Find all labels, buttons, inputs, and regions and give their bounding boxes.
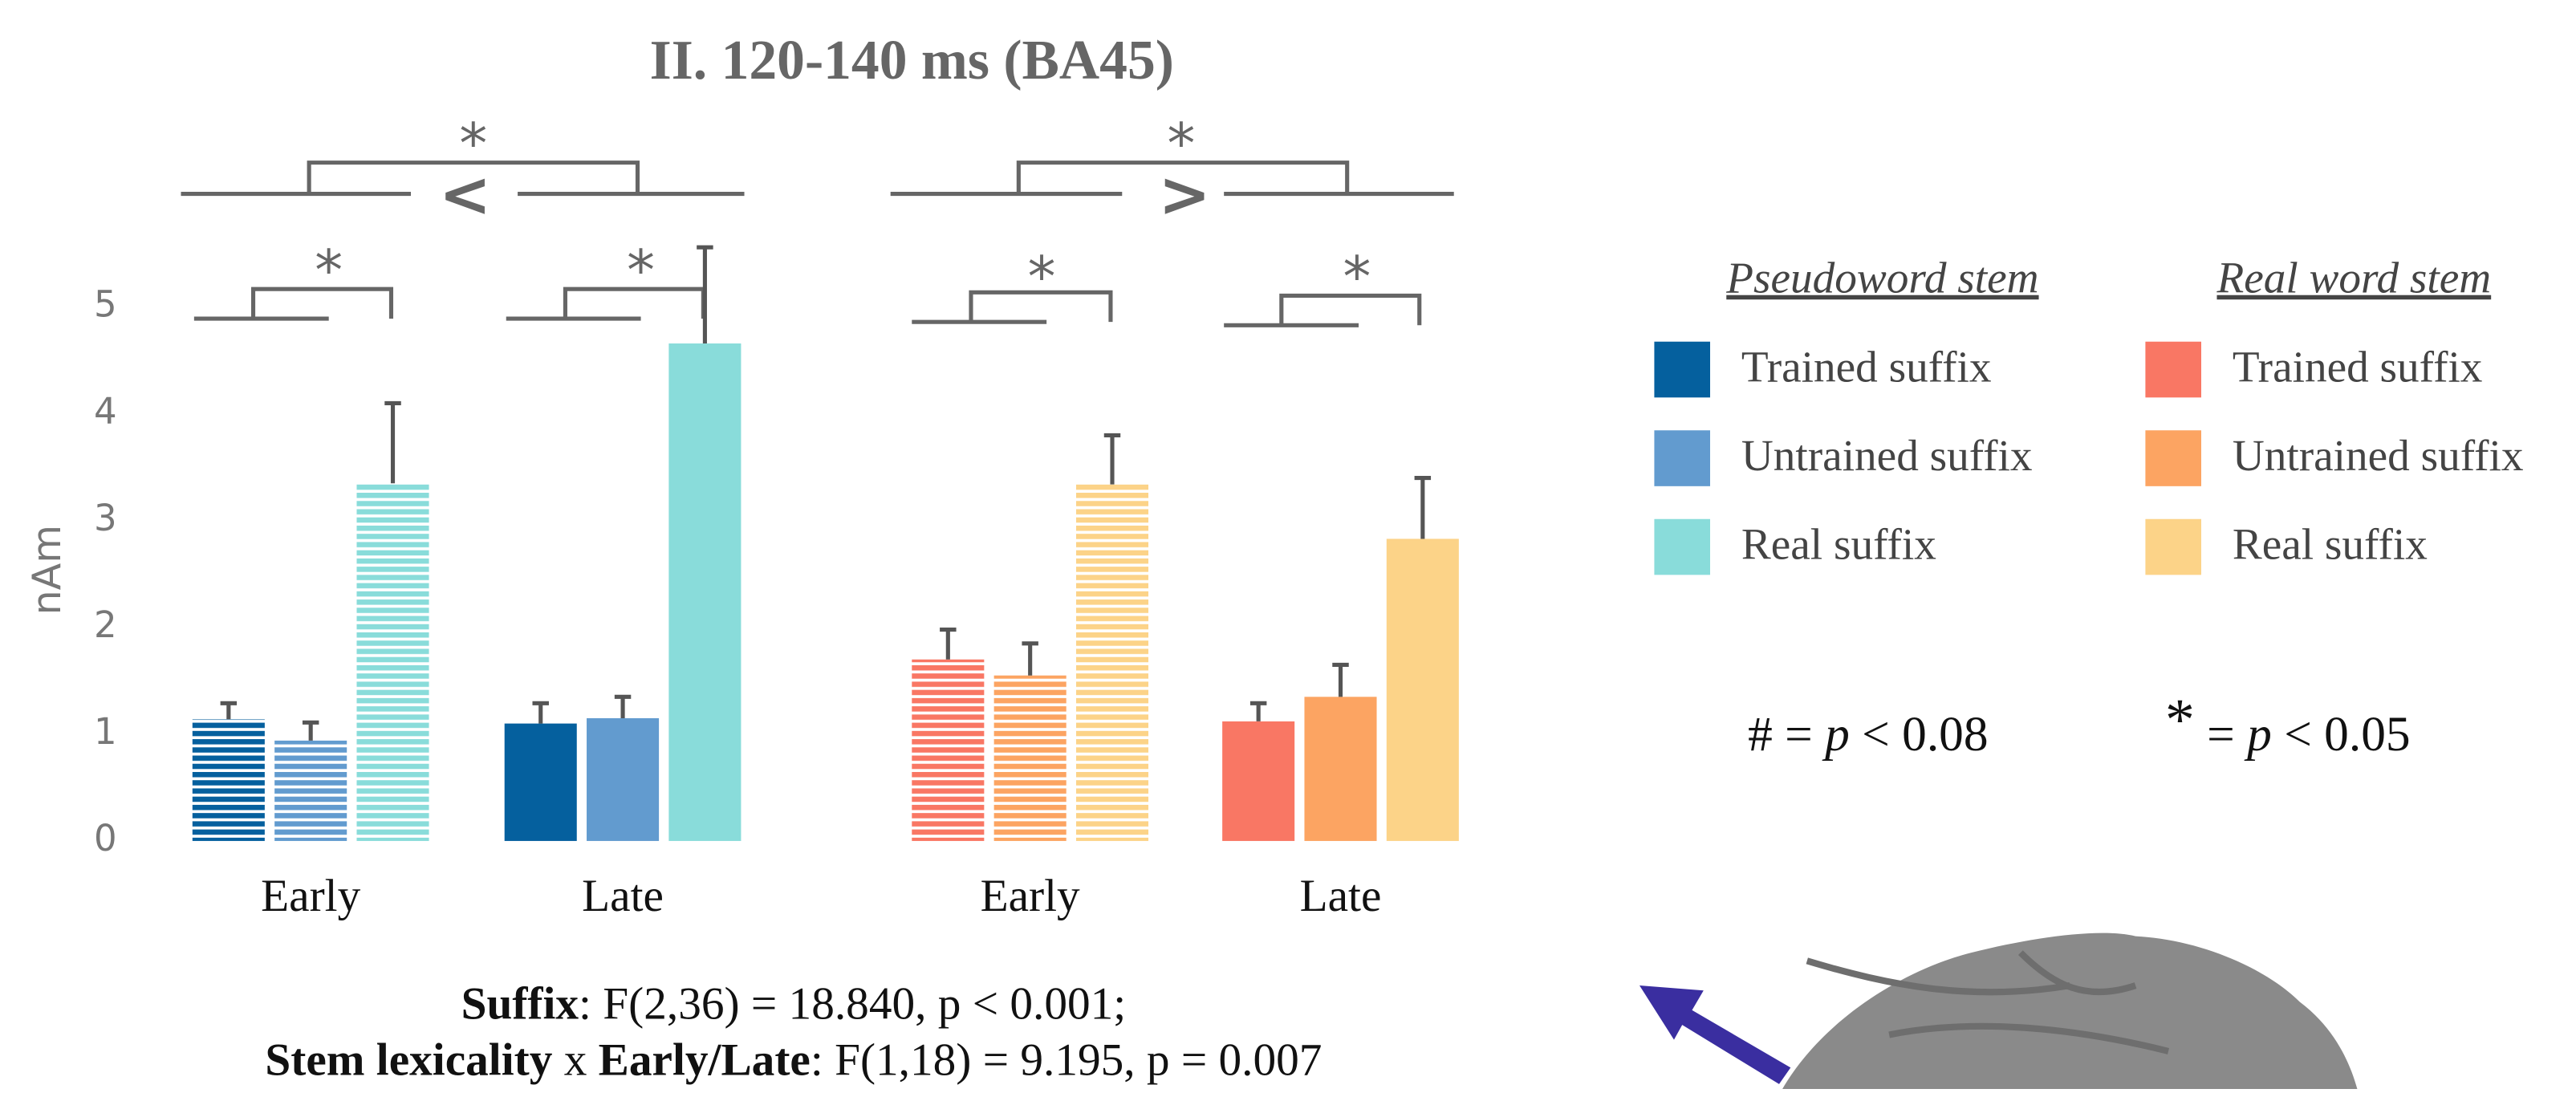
bar bbox=[192, 719, 265, 841]
bar bbox=[274, 740, 347, 841]
note: # = p < 0.08 bbox=[1748, 707, 1988, 762]
note-part: = bbox=[1773, 707, 1825, 762]
legend-swatch bbox=[2145, 430, 2201, 486]
legend-label: Trained suffix bbox=[2233, 342, 2483, 391]
error-bar bbox=[302, 720, 319, 741]
brain-sulcus bbox=[1806, 950, 2170, 1054]
bracket bbox=[890, 160, 1454, 197]
bar bbox=[1304, 697, 1377, 841]
note: * = p < 0.05 bbox=[2165, 687, 2411, 762]
stats-part: x bbox=[552, 1034, 598, 1085]
legend-group-title: Real word stem bbox=[2216, 254, 2491, 303]
legend-swatch bbox=[1654, 430, 1711, 486]
legend-label: Untrained suffix bbox=[1741, 431, 2033, 480]
significance-star: * bbox=[627, 238, 655, 303]
bar bbox=[587, 717, 660, 841]
stats-part: : F(1,18) = 9.195, p = 0.007 bbox=[811, 1034, 1323, 1085]
note-part: p bbox=[1822, 707, 1850, 762]
significance-star: * bbox=[1343, 245, 1371, 310]
note-part: = bbox=[2195, 707, 2247, 762]
bracket bbox=[193, 286, 394, 321]
legend-label: Real suffix bbox=[2233, 519, 2428, 568]
significance-star: * bbox=[315, 238, 343, 303]
y-tick-label: 3 bbox=[94, 497, 117, 539]
legend-label: Untrained suffix bbox=[2233, 431, 2524, 480]
brain-image bbox=[1782, 933, 2358, 1089]
y-axis-label: nAm bbox=[23, 525, 70, 616]
legend-label: Trained suffix bbox=[1741, 342, 1992, 391]
bar bbox=[912, 659, 985, 841]
error-bar bbox=[614, 694, 632, 718]
bar bbox=[504, 723, 577, 841]
x-tick-label: Early bbox=[261, 871, 360, 921]
x-tick-label: Early bbox=[981, 871, 1080, 921]
bar bbox=[1075, 484, 1149, 841]
note-part: # bbox=[1748, 707, 1773, 762]
error-bar bbox=[1103, 433, 1121, 485]
stats-part: : F(2,36) = 18.840, p < 0.001; bbox=[579, 979, 1126, 1030]
stats-part: Early/Late bbox=[599, 1034, 811, 1085]
error-bar bbox=[220, 701, 238, 720]
legend-group-title: Pseudoword stem bbox=[1725, 254, 2038, 303]
bracket bbox=[506, 286, 705, 321]
error-bar bbox=[1414, 476, 1432, 539]
bar bbox=[1386, 538, 1459, 841]
error-bar bbox=[697, 245, 713, 343]
error-bar bbox=[532, 701, 549, 724]
error-bar bbox=[1022, 641, 1038, 676]
y-tick-label: 4 bbox=[94, 390, 117, 433]
legend-swatch bbox=[2145, 341, 2201, 398]
legend-swatch bbox=[1654, 341, 1711, 398]
note-part: * bbox=[2165, 687, 2195, 753]
legend-label: Real suffix bbox=[1741, 519, 1936, 568]
comparison-sign: < bbox=[439, 159, 491, 231]
y-tick-label: 0 bbox=[94, 817, 117, 859]
y-tick-label: 2 bbox=[94, 603, 117, 646]
y-tick-label: 5 bbox=[94, 283, 117, 326]
legend-swatch bbox=[2145, 518, 2201, 575]
stats-part: Suffix bbox=[461, 979, 579, 1030]
x-tick-label: Late bbox=[1300, 871, 1382, 921]
error-bar bbox=[940, 627, 957, 660]
note-part: p bbox=[2244, 707, 2272, 762]
bracket bbox=[1224, 293, 1422, 327]
significance-star: * bbox=[1028, 245, 1056, 310]
note-part: < 0.05 bbox=[2272, 707, 2411, 762]
significance-brackets bbox=[181, 160, 1454, 327]
bar bbox=[668, 343, 742, 841]
chart-title: II. 120-140 ms (BA45) bbox=[650, 30, 1174, 91]
legend-swatch bbox=[1654, 518, 1711, 575]
error-bar bbox=[1249, 701, 1267, 721]
bar bbox=[993, 675, 1067, 841]
stats-line: Stem lexicality x Early/Late: F(1,18) = … bbox=[265, 1034, 1322, 1085]
bar bbox=[1222, 721, 1295, 841]
stats-part: Stem lexicality bbox=[265, 1034, 552, 1085]
error-bar bbox=[384, 400, 401, 484]
arrow bbox=[1639, 985, 1791, 1084]
significance-star: * bbox=[1168, 112, 1196, 177]
bracket bbox=[912, 290, 1113, 324]
note-part: < 0.08 bbox=[1850, 707, 1989, 762]
significance-star: * bbox=[459, 112, 487, 177]
y-tick-label: 1 bbox=[94, 710, 117, 753]
x-tick-label: Late bbox=[582, 871, 664, 921]
bracket bbox=[181, 160, 745, 197]
error-bar bbox=[1332, 662, 1349, 697]
bar bbox=[356, 483, 429, 841]
stats-line: Suffix: F(2,36) = 18.840, p < 0.001; bbox=[461, 979, 1127, 1030]
comparison-sign: > bbox=[1158, 159, 1210, 231]
